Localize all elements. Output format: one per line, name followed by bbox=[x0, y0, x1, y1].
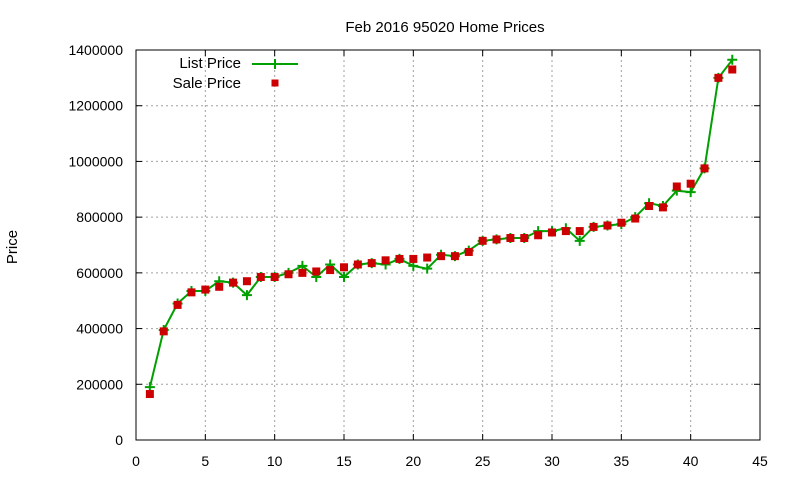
sale-price-point bbox=[714, 73, 723, 82]
sale-price-point bbox=[229, 278, 238, 287]
x-tick-label: 20 bbox=[406, 453, 422, 469]
legend-label-list-price: List Price bbox=[179, 55, 241, 72]
y-tick-label: 0 bbox=[115, 432, 123, 448]
sale-price-point bbox=[672, 182, 681, 191]
sale-price-point bbox=[728, 65, 737, 74]
sale-price-point bbox=[284, 270, 293, 279]
legend: List Price Sale Price bbox=[173, 55, 298, 92]
sale-price-point bbox=[561, 227, 570, 236]
grid bbox=[136, 50, 760, 440]
sale-price-point bbox=[353, 260, 362, 269]
sale-price-point bbox=[326, 266, 335, 275]
sale-price-point bbox=[506, 234, 515, 243]
legend-label-sale-price: Sale Price bbox=[173, 75, 241, 92]
y-tick-label: 1000000 bbox=[68, 153, 123, 169]
data-series bbox=[144, 54, 738, 399]
x-tick-label: 5 bbox=[201, 453, 209, 469]
sale-price-point bbox=[187, 288, 196, 297]
series-sale-price bbox=[145, 65, 737, 399]
sale-price-point bbox=[520, 234, 529, 243]
legend-marker-list-price bbox=[270, 59, 280, 69]
sale-price-point bbox=[145, 390, 154, 399]
sale-price-point bbox=[589, 222, 598, 231]
sale-price-point bbox=[242, 277, 251, 286]
x-tick-label: 25 bbox=[475, 453, 491, 469]
y-axis-label: Price bbox=[4, 230, 21, 264]
legend-marker-sale-price bbox=[271, 79, 279, 87]
sale-price-point bbox=[700, 164, 709, 173]
list-price-point bbox=[339, 272, 349, 283]
sale-price-point bbox=[256, 273, 265, 282]
sale-price-point bbox=[603, 221, 612, 230]
x-tick-label: 10 bbox=[267, 453, 283, 469]
sale-price-point bbox=[215, 282, 224, 291]
sale-price-point bbox=[298, 268, 307, 277]
sale-price-point bbox=[437, 252, 446, 261]
sale-price-point bbox=[270, 273, 279, 282]
y-tick-label: 1400000 bbox=[68, 42, 123, 58]
sale-price-point bbox=[645, 202, 654, 210]
x-tick-label: 45 bbox=[752, 453, 768, 469]
sale-price-point bbox=[409, 254, 418, 263]
x-tick-label: 35 bbox=[614, 453, 630, 469]
x-tick-label: 15 bbox=[336, 453, 352, 469]
sale-price-point bbox=[159, 327, 168, 336]
sale-price-point bbox=[173, 300, 182, 309]
sale-price-point bbox=[492, 235, 501, 244]
y-tick-label: 200000 bbox=[76, 376, 123, 392]
list-price-line bbox=[148, 59, 734, 388]
sale-price-point bbox=[617, 218, 626, 227]
y-tick-label: 800000 bbox=[76, 209, 123, 225]
sale-price-point bbox=[395, 254, 404, 263]
y-tick-labels: 0 200000 400000 600000 800000 1000000 1200000 1… bbox=[68, 42, 123, 448]
list-price-point bbox=[727, 54, 738, 65]
y-tick-label: 400000 bbox=[76, 321, 123, 337]
list-price-point bbox=[574, 235, 585, 246]
sale-price-point bbox=[340, 263, 348, 272]
x-tick-labels: 0 5 10 15 20 25 30 35 40 45 bbox=[132, 453, 768, 469]
y-tick-label: 600000 bbox=[76, 265, 123, 281]
sale-price-point bbox=[575, 227, 584, 236]
sale-price-point bbox=[534, 231, 543, 240]
sale-price-point bbox=[686, 179, 695, 188]
x-tick-label: 30 bbox=[544, 453, 560, 469]
list-price-point bbox=[422, 263, 433, 274]
sale-price-point bbox=[548, 228, 556, 237]
plot-frame bbox=[135, 49, 761, 441]
x-tick-label: 0 bbox=[132, 453, 140, 469]
sale-price-point bbox=[201, 285, 210, 294]
sale-price-point bbox=[423, 253, 432, 262]
list-price-point bbox=[241, 290, 252, 301]
sale-price-point bbox=[464, 247, 473, 256]
sale-price-point bbox=[450, 252, 459, 261]
chart-title: Feb 2016 95020 Home Prices bbox=[345, 19, 544, 36]
sale-price-point bbox=[381, 256, 390, 265]
sale-price-point bbox=[367, 259, 376, 268]
sale-price-point bbox=[631, 214, 640, 223]
list-price-point bbox=[685, 187, 696, 198]
y-tick-label: 1200000 bbox=[68, 98, 123, 114]
sale-price-point bbox=[658, 203, 667, 212]
x-tick-label: 40 bbox=[683, 453, 699, 469]
sale-price-point bbox=[478, 236, 487, 245]
axis-ticks bbox=[135, 49, 761, 441]
sale-price-point bbox=[312, 267, 321, 276]
